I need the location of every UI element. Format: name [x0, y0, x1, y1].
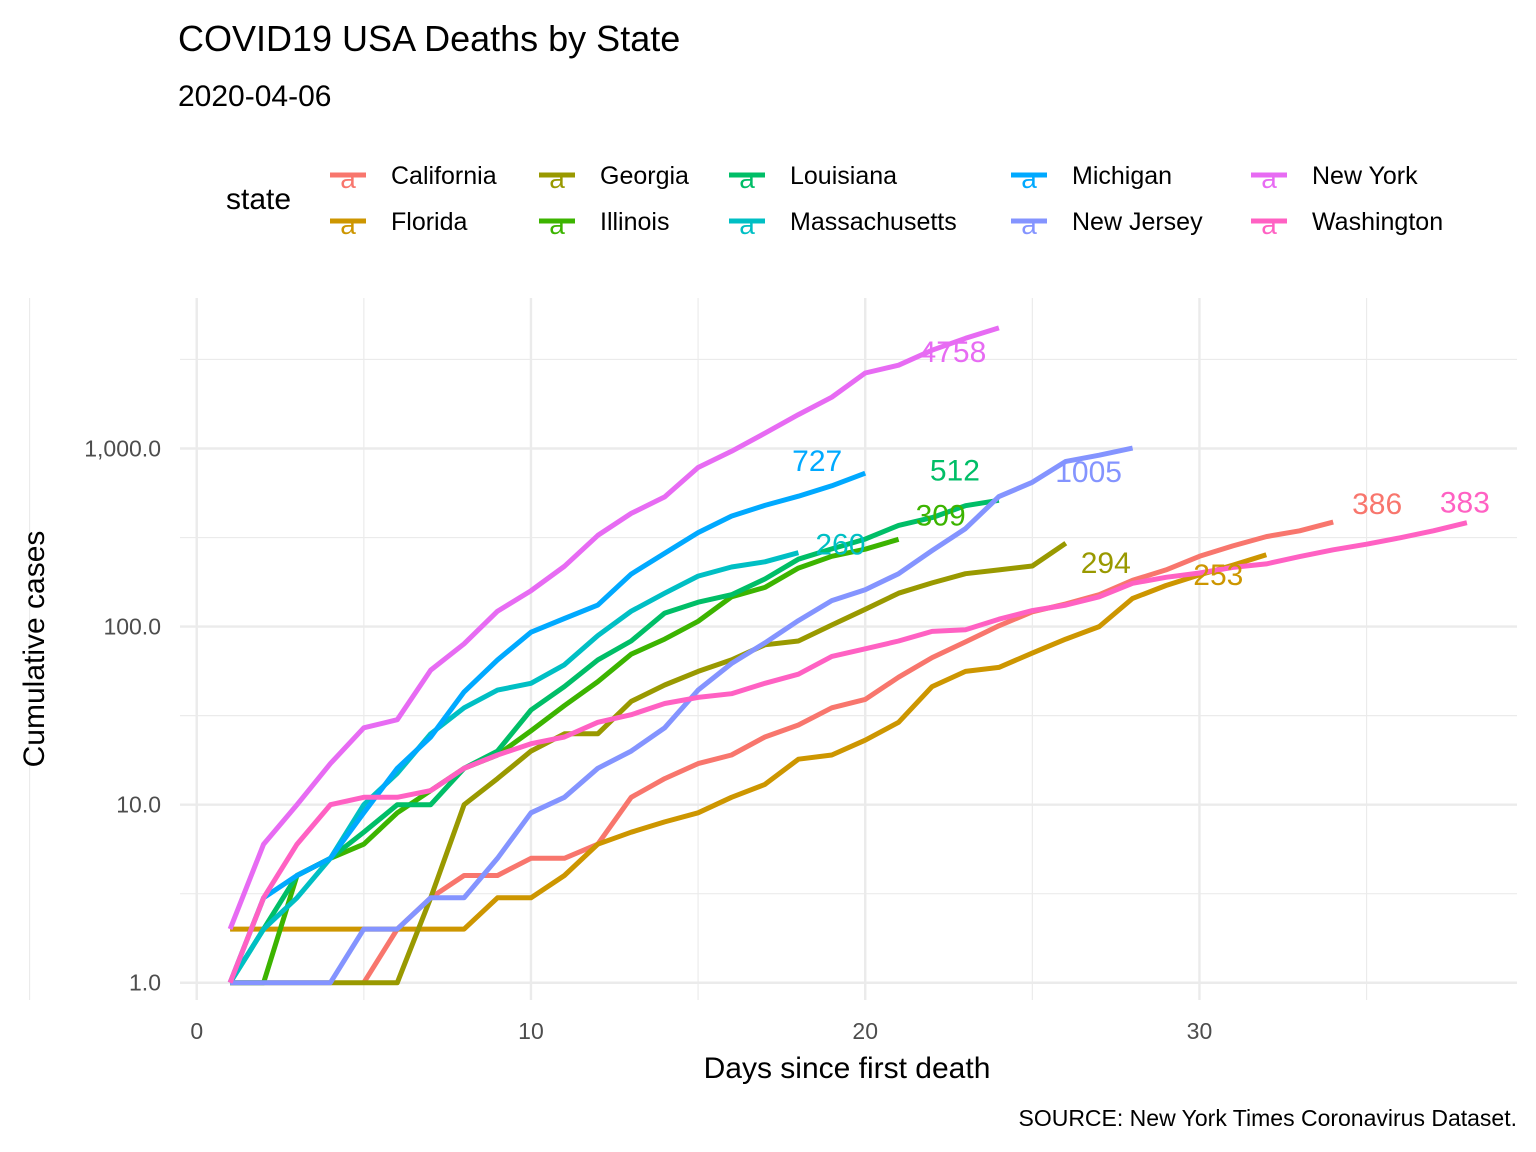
legend-key-glyph: a — [1261, 209, 1277, 240]
legend-key-glyph: a — [739, 209, 755, 240]
y-tick-label: 1.0 — [129, 970, 161, 996]
series-line-illinois — [230, 536, 900, 986]
end-label-georgia: 294 — [1081, 547, 1131, 580]
series-line-georgia — [230, 541, 1068, 986]
legend-label-massachusetts: Massachusetts — [790, 208, 957, 236]
legend-key-glyph: a — [1021, 163, 1037, 194]
series-line-louisiana — [227, 497, 1000, 985]
series-line-washington — [227, 520, 1468, 984]
x-tick-label: 20 — [852, 1018, 878, 1044]
series-line-california — [361, 519, 1334, 985]
y-tick-label: 10.0 — [116, 792, 161, 818]
x-tick-label: 0 — [190, 1018, 203, 1044]
legend: a California a Florida a Georgia a Illinois a Lou… — [330, 162, 1443, 240]
legend-key-glyph: a — [549, 163, 565, 194]
legend-label-florida: Florida — [391, 208, 468, 236]
caption: SOURCE: New York Times Coronavirus Datas… — [1018, 1105, 1517, 1131]
legend-label-illinois: Illinois — [600, 208, 669, 236]
legend-label-louisiana: Louisiana — [790, 162, 897, 190]
end-labels: 386 253 294 309 512 260 727 1005 4758 383 — [792, 336, 1490, 592]
end-label-new-jersey: 1005 — [1055, 456, 1122, 489]
end-label-washington: 383 — [1440, 487, 1490, 520]
legend-label-georgia: Georgia — [600, 162, 689, 190]
legend-label-washington: Washington — [1312, 208, 1443, 236]
grid — [28, 298, 1517, 1000]
series-line-new-jersey — [230, 445, 1134, 986]
legend-key-glyph: a — [340, 163, 356, 194]
chart-title: COVID19 USA Deaths by State — [178, 18, 680, 59]
end-label-new-york: 4758 — [920, 336, 987, 369]
y-axis-ticks: 1.0 10.0 100.0 1,000.0 — [84, 435, 161, 995]
legend-key-glyph: a — [1261, 163, 1277, 194]
legend-label-michigan: Michigan — [1072, 162, 1172, 190]
end-label-massachusetts: 260 — [815, 529, 865, 562]
y-tick-label: 1,000.0 — [84, 435, 161, 461]
end-label-california: 386 — [1352, 488, 1402, 521]
legend-label-new-jersey: New Jersey — [1072, 208, 1203, 236]
legend-title: state — [226, 183, 291, 216]
end-label-louisiana: 512 — [930, 454, 980, 487]
series-line-new-york — [227, 325, 1000, 931]
x-tick-label: 30 — [1187, 1018, 1213, 1044]
series-line-michigan — [227, 470, 867, 984]
y-axis-title: Cumulative cases — [18, 531, 51, 768]
series-lines — [227, 325, 1468, 986]
legend-key-glyph: a — [340, 209, 356, 240]
legend-key-glyph: a — [739, 163, 755, 194]
end-label-illinois: 309 — [916, 499, 966, 532]
legend-key-glyph: a — [549, 209, 565, 240]
end-label-florida: 253 — [1193, 559, 1243, 592]
chart-subtitle: 2020-04-06 — [178, 80, 331, 113]
legend-label-california: California — [391, 162, 497, 190]
series-line-florida — [230, 552, 1268, 932]
legend-label-new-york: New York — [1312, 162, 1418, 190]
x-axis-title: Days since first death — [704, 1052, 991, 1085]
x-tick-label: 10 — [518, 1018, 544, 1044]
y-tick-label: 100.0 — [103, 614, 161, 640]
end-label-michigan: 727 — [792, 445, 842, 478]
series-line-massachusetts — [227, 550, 800, 985]
x-axis-ticks: 0 10 20 30 — [190, 1018, 1212, 1044]
legend-key-glyph: a — [1021, 209, 1037, 240]
